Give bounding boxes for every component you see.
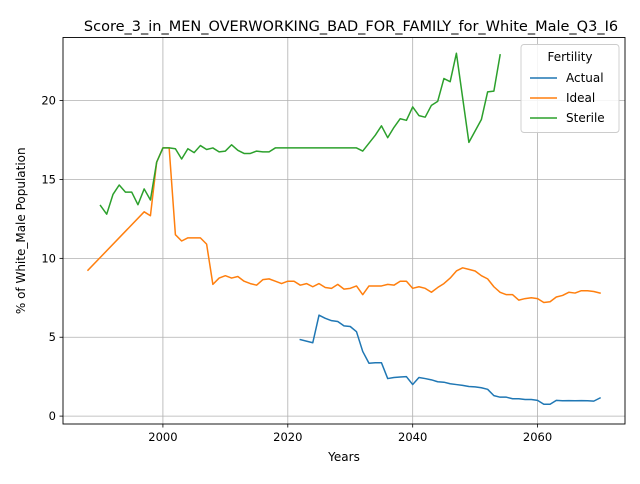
legend-label-ideal: Ideal	[566, 91, 595, 105]
legend-label-actual: Actual	[566, 71, 604, 85]
legend-box	[520, 44, 620, 133]
x-tick-label: 2020	[273, 430, 302, 444]
series-line-sterile	[99, 52, 501, 215]
legend-label-sterile: Sterile	[566, 111, 605, 125]
y-axis-ticks: 0 5 10 15 20	[41, 94, 63, 423]
series-line-actual	[299, 314, 602, 406]
series-lines	[86, 52, 602, 406]
x-tick-label: 2000	[148, 430, 177, 444]
x-axis-label: Years	[327, 450, 360, 464]
y-tick-label: 20	[41, 94, 56, 108]
y-tick-label: 5	[49, 330, 56, 344]
x-axis-ticks: 2000 2020 2040 2060	[148, 424, 552, 444]
y-tick-label: 0	[49, 409, 56, 423]
y-axis-label: % of White_Male Population	[14, 147, 28, 314]
x-tick-label: 2040	[398, 430, 427, 444]
chart-title: Score_3_in_MEN_OVERWORKING_BAD_FOR_FAMIL…	[84, 19, 618, 35]
series-line-ideal	[86, 147, 601, 304]
y-tick-label: 10	[41, 251, 56, 265]
plot-area-frame	[62, 37, 626, 425]
y-tick-label: 15	[41, 172, 56, 186]
legend: Fertility Actual Ideal Sterile	[520, 44, 620, 133]
x-tick-label: 2060	[523, 430, 552, 444]
legend-title: Fertility	[547, 50, 592, 64]
legend-entries: Actual Ideal Sterile	[530, 71, 605, 125]
